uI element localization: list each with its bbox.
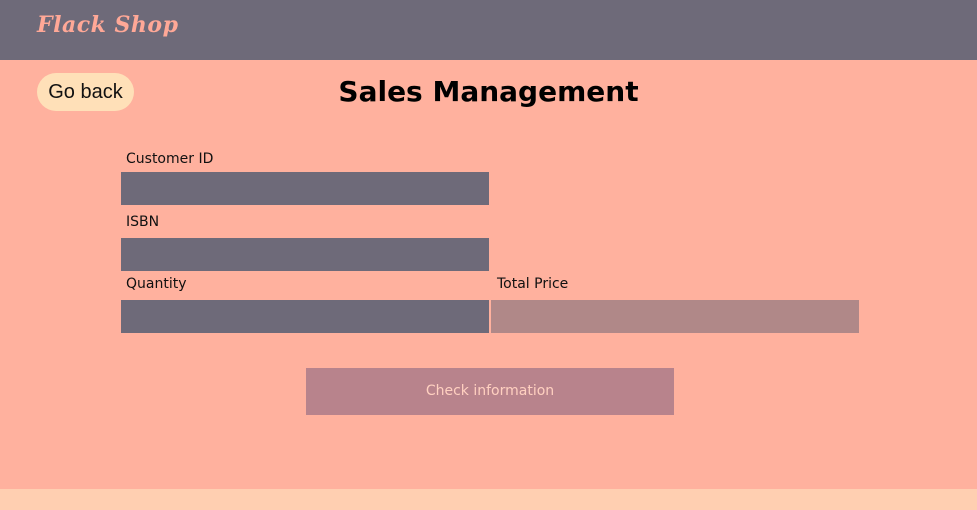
customer-id-input[interactable] [121,172,489,205]
top-navigation-bar: Flack Shop [0,0,977,60]
brand-logo[interactable]: Flack Shop [37,12,179,38]
footer-bar [0,489,977,510]
check-information-button[interactable]: Check information [306,368,674,415]
go-back-button[interactable]: Go back [37,73,134,111]
customer-id-label: Customer ID [126,151,214,167]
total-price-label: Total Price [497,276,569,292]
quantity-label: Quantity [126,276,187,292]
total-price-field [491,300,859,333]
isbn-input[interactable] [121,238,489,271]
page-title: Sales Management [338,75,639,108]
quantity-input[interactable] [121,300,489,333]
isbn-label: ISBN [126,214,160,230]
